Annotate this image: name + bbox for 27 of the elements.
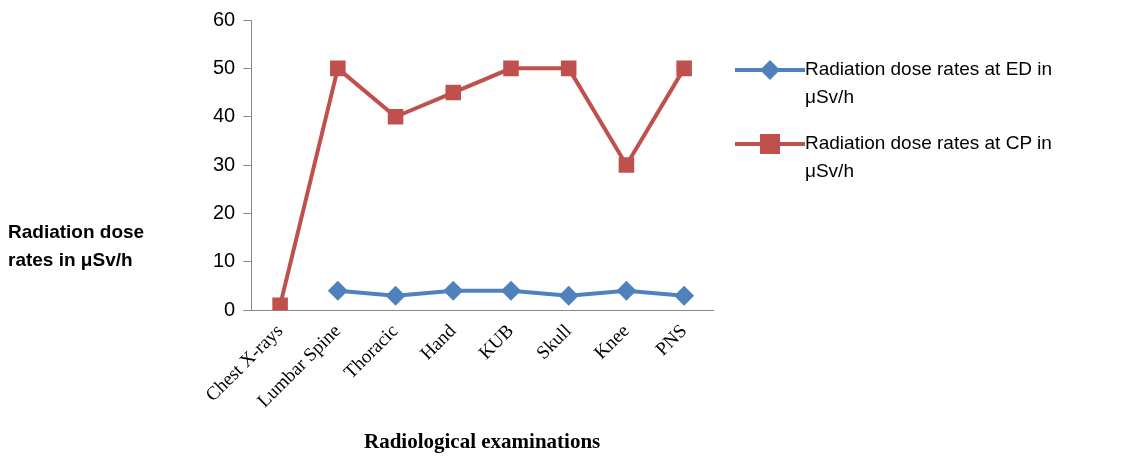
y-tick-label: 50 <box>213 55 236 78</box>
y-tick-label: 0 <box>224 297 236 320</box>
point <box>327 280 348 301</box>
y-tick-label: 20 <box>213 200 236 223</box>
x-axis-title: Radiological examinations <box>363 428 601 453</box>
point <box>503 60 519 77</box>
y-tick-label: 10 <box>213 249 236 272</box>
point <box>676 60 692 77</box>
point <box>387 108 404 125</box>
point <box>385 285 406 306</box>
point <box>272 297 288 311</box>
point <box>443 280 464 301</box>
point <box>330 60 346 77</box>
y-tick-label: 40 <box>213 104 236 127</box>
x-tick-label: PNS <box>650 319 691 360</box>
point <box>618 157 635 173</box>
y-tick-label: 60 <box>213 7 236 30</box>
y-axis-title: Radiation dose rates in μSv/h <box>8 220 146 272</box>
point <box>674 285 695 306</box>
y-tick-label: 30 <box>213 152 236 175</box>
point <box>445 84 462 101</box>
point <box>560 60 577 77</box>
point <box>616 280 637 301</box>
point <box>500 280 521 301</box>
point <box>558 285 579 306</box>
legend-label: Radiation dose rates at ED in μSv/h <box>805 57 1054 109</box>
legend-label: Radiation dose rates at CP in μSv/h <box>805 131 1053 183</box>
